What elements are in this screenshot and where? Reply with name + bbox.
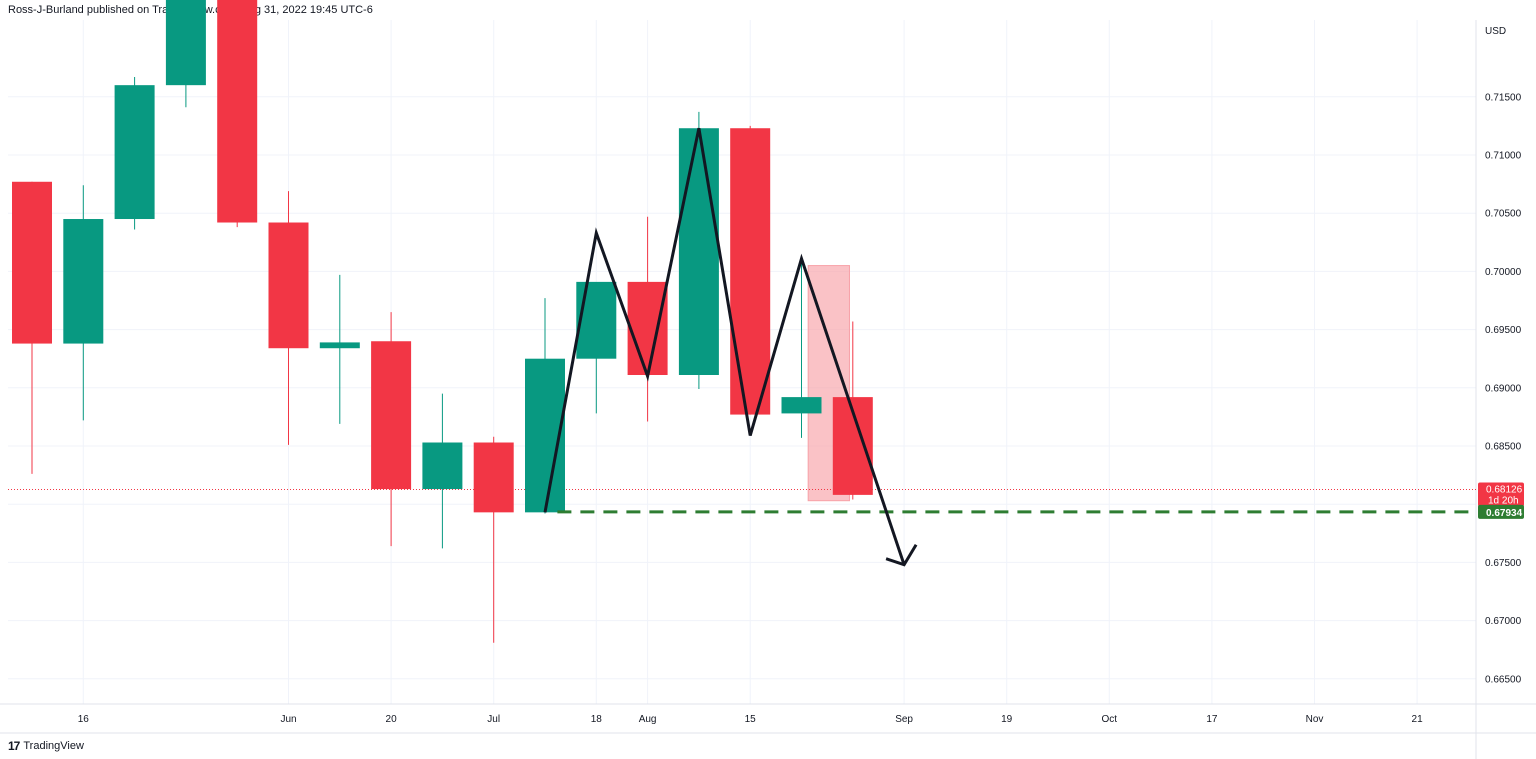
candle-bearish[interactable] bbox=[473, 442, 514, 513]
candle-bullish[interactable] bbox=[781, 397, 822, 414]
y-tick-label: 0.68500 bbox=[1485, 442, 1522, 453]
pattern-line bbox=[543, 127, 906, 566]
candle-bullish[interactable] bbox=[576, 281, 617, 359]
candle-bearish[interactable] bbox=[12, 181, 52, 344]
y-tick-label: 0.70500 bbox=[1485, 209, 1522, 220]
candle-bullish[interactable] bbox=[165, 0, 206, 86]
tradingview-brand-label: TradingView bbox=[23, 740, 84, 752]
y-tick-label: 0.70000 bbox=[1485, 267, 1522, 278]
x-tick-label: Nov bbox=[1306, 714, 1324, 725]
candle-bullish[interactable] bbox=[678, 128, 719, 375]
y-tick-label: 0.71000 bbox=[1485, 151, 1522, 162]
candle-bearish[interactable] bbox=[217, 0, 258, 223]
candle-bullish[interactable] bbox=[422, 442, 463, 490]
y-tick-label: 0.69500 bbox=[1485, 325, 1522, 336]
x-tick-label: Sep bbox=[895, 714, 913, 725]
x-tick-label: Aug bbox=[639, 714, 657, 725]
y-tick-label: 0.67000 bbox=[1485, 616, 1522, 627]
currency-label: USD bbox=[1485, 26, 1506, 37]
x-tick-label: 15 bbox=[745, 714, 757, 725]
support-price-badge bbox=[1478, 504, 1524, 519]
candle-bearish[interactable] bbox=[730, 128, 771, 415]
tradingview-logo[interactable]: 17 TradingView bbox=[8, 739, 84, 753]
x-tick-label: Oct bbox=[1102, 714, 1118, 725]
tradingview-logo-icon: 17 bbox=[8, 739, 20, 753]
x-tick-label: Jun bbox=[280, 714, 296, 725]
candle-bullish[interactable] bbox=[114, 85, 155, 220]
x-tick-label: 16 bbox=[78, 714, 90, 725]
candle-bullish[interactable] bbox=[319, 342, 360, 349]
y-tick-label: 0.66500 bbox=[1485, 674, 1522, 685]
candle-bullish[interactable] bbox=[63, 219, 104, 344]
y-tick-label: 0.69000 bbox=[1485, 383, 1522, 394]
x-tick-label: 18 bbox=[591, 714, 603, 725]
arrow-head bbox=[885, 543, 918, 567]
x-tick-label: 20 bbox=[386, 714, 398, 725]
candle-bearish[interactable] bbox=[627, 281, 668, 375]
current-price-badge bbox=[1478, 482, 1524, 507]
candle-bearish[interactable] bbox=[371, 341, 412, 490]
current-price-label: 0.68126 bbox=[1486, 485, 1523, 496]
y-tick-label: 0.71500 bbox=[1485, 92, 1522, 103]
support-price-label: 0.67934 bbox=[1486, 508, 1523, 519]
x-tick-label: 17 bbox=[1206, 714, 1218, 725]
x-tick-label: 21 bbox=[1412, 714, 1424, 725]
x-tick-label: 19 bbox=[1001, 714, 1013, 725]
x-tick-label: Jul bbox=[487, 714, 500, 725]
countdown-label: 1d 20h bbox=[1488, 496, 1519, 507]
y-tick-label: 0.67500 bbox=[1485, 558, 1522, 569]
candle-bearish[interactable] bbox=[268, 222, 309, 349]
